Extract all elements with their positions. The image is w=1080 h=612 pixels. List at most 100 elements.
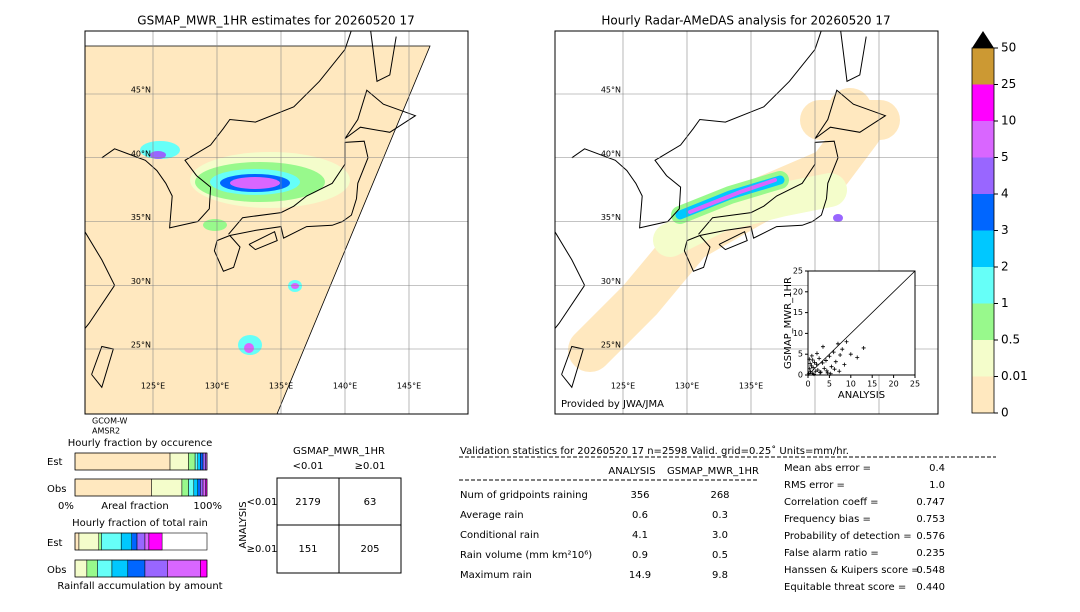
stat-cell: 356	[630, 490, 649, 501]
colorbar-label: 0.01	[1001, 369, 1028, 383]
x-tick-label: 0	[805, 380, 810, 389]
stat-cell: Maximum rain	[460, 570, 532, 581]
point	[807, 357, 812, 362]
point	[837, 369, 842, 374]
col-header: GSMAP_MWR_1HR	[667, 466, 759, 477]
coastline	[718, 230, 748, 251]
point	[806, 371, 811, 376]
cell: 2179	[295, 497, 320, 508]
point	[818, 370, 823, 375]
lon-label: 135°E	[739, 382, 763, 391]
score-value: 0.548	[916, 565, 945, 576]
score-value: 0.747	[916, 497, 945, 508]
row-label: Est	[47, 538, 63, 549]
fraction-segment	[101, 532, 122, 551]
coastline	[228, 140, 369, 239]
diagonal	[807, 270, 916, 376]
coastline	[571, 31, 822, 229]
fraction-segment	[151, 478, 183, 497]
score-value: 0.753	[916, 514, 945, 525]
fraction-segment	[202, 478, 206, 497]
fraction-title: Hourly fraction of total rain	[72, 518, 208, 529]
validation-header: Validation statistics for 20260520 17 n=…	[460, 445, 849, 457]
cell: 205	[360, 544, 379, 555]
fraction-segment	[148, 532, 163, 551]
point	[838, 353, 843, 358]
point	[861, 345, 866, 350]
point	[827, 354, 832, 359]
colorbar-band	[972, 340, 994, 377]
map-left	[85, 31, 468, 414]
fraction-segment	[136, 532, 146, 551]
col-label: <0.01	[293, 461, 324, 472]
col-label: ≥0.01	[355, 461, 386, 472]
point	[848, 352, 853, 357]
score-value: 0.440	[916, 582, 945, 593]
score-label: Probability of detection =	[784, 531, 912, 542]
point	[832, 367, 837, 372]
fraction-segment	[127, 559, 146, 578]
point	[814, 362, 819, 367]
point	[833, 359, 838, 364]
fraction-segment	[188, 478, 195, 497]
point	[822, 366, 827, 371]
y-axis-label: GSMAP_MWR_1HR	[783, 277, 794, 369]
point	[844, 339, 849, 344]
score-label: Mean abs error =	[784, 463, 871, 474]
point	[807, 366, 812, 371]
map-frame	[554, 30, 939, 415]
point	[808, 361, 813, 366]
cell: 151	[298, 544, 317, 555]
point	[812, 360, 817, 365]
y-tick-label: 20	[793, 287, 803, 296]
x-axis-label: ANALYSIS	[838, 390, 885, 401]
stat-cell: 0.6	[632, 510, 648, 521]
point	[817, 370, 822, 375]
score-value: 0.235	[916, 548, 945, 559]
map-right	[555, 31, 938, 414]
y-tick-label: 25	[793, 267, 803, 276]
stat-cell: Conditional rain	[460, 530, 539, 541]
colorbar-label: 4	[1001, 187, 1009, 201]
stat-cell: 9.8	[712, 570, 728, 581]
colorbar-band	[972, 157, 994, 194]
lon-label: 130°E	[205, 382, 229, 391]
fraction-segment	[74, 452, 171, 471]
colorbar-label: 50	[1001, 41, 1016, 55]
fraction-frame	[74, 532, 208, 551]
point	[811, 365, 816, 370]
fraction-segment	[197, 452, 201, 471]
point	[820, 344, 825, 349]
row-label: Est	[47, 457, 63, 468]
colorbar-band	[972, 230, 994, 267]
fraction-segment	[74, 532, 80, 551]
point	[820, 360, 825, 365]
point	[825, 370, 830, 375]
fraction-segment	[197, 478, 201, 497]
row-title: ANALYSIS	[238, 501, 249, 548]
table-title: GSMAP_MWR_1HR	[293, 446, 385, 457]
point	[814, 351, 819, 356]
score-label: RMS error =	[784, 480, 845, 491]
lat-label: 45°N	[131, 86, 151, 95]
coastline	[814, 89, 887, 140]
fraction-frame	[74, 452, 208, 471]
fraction-segment	[200, 559, 208, 578]
fraction-segment	[120, 532, 133, 551]
colorbar-band	[972, 376, 994, 413]
row-label: Obs	[47, 565, 66, 576]
colorbar-label: 0	[1001, 406, 1009, 420]
stat-cell: 0.3	[712, 510, 728, 521]
stat-cell: 268	[710, 490, 729, 501]
lon-label: 125°E	[141, 382, 165, 391]
score-label: Frequency bias =	[784, 514, 871, 525]
fraction-segment	[188, 452, 196, 471]
credit: Provided by JWA/JMA	[561, 399, 664, 410]
fraction-segment	[200, 452, 204, 471]
lon-label: 125°E	[611, 382, 635, 391]
row-label: Obs	[47, 484, 66, 495]
score-label: False alarm ratio =	[784, 548, 879, 559]
stat-cell: 3.0	[712, 530, 728, 541]
x-tick-label: 20	[889, 380, 899, 389]
